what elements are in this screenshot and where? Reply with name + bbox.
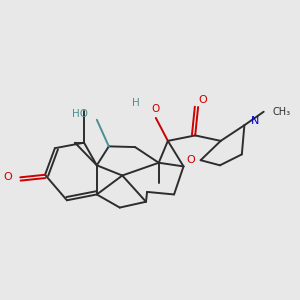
Text: CH₃: CH₃ [273, 107, 291, 117]
Text: O: O [152, 104, 160, 114]
Text: O: O [3, 172, 12, 182]
Text: HO: HO [72, 109, 88, 119]
Text: H: H [132, 98, 140, 108]
Text: O: O [186, 155, 195, 165]
Text: O: O [198, 95, 207, 105]
Text: N: N [250, 116, 259, 126]
